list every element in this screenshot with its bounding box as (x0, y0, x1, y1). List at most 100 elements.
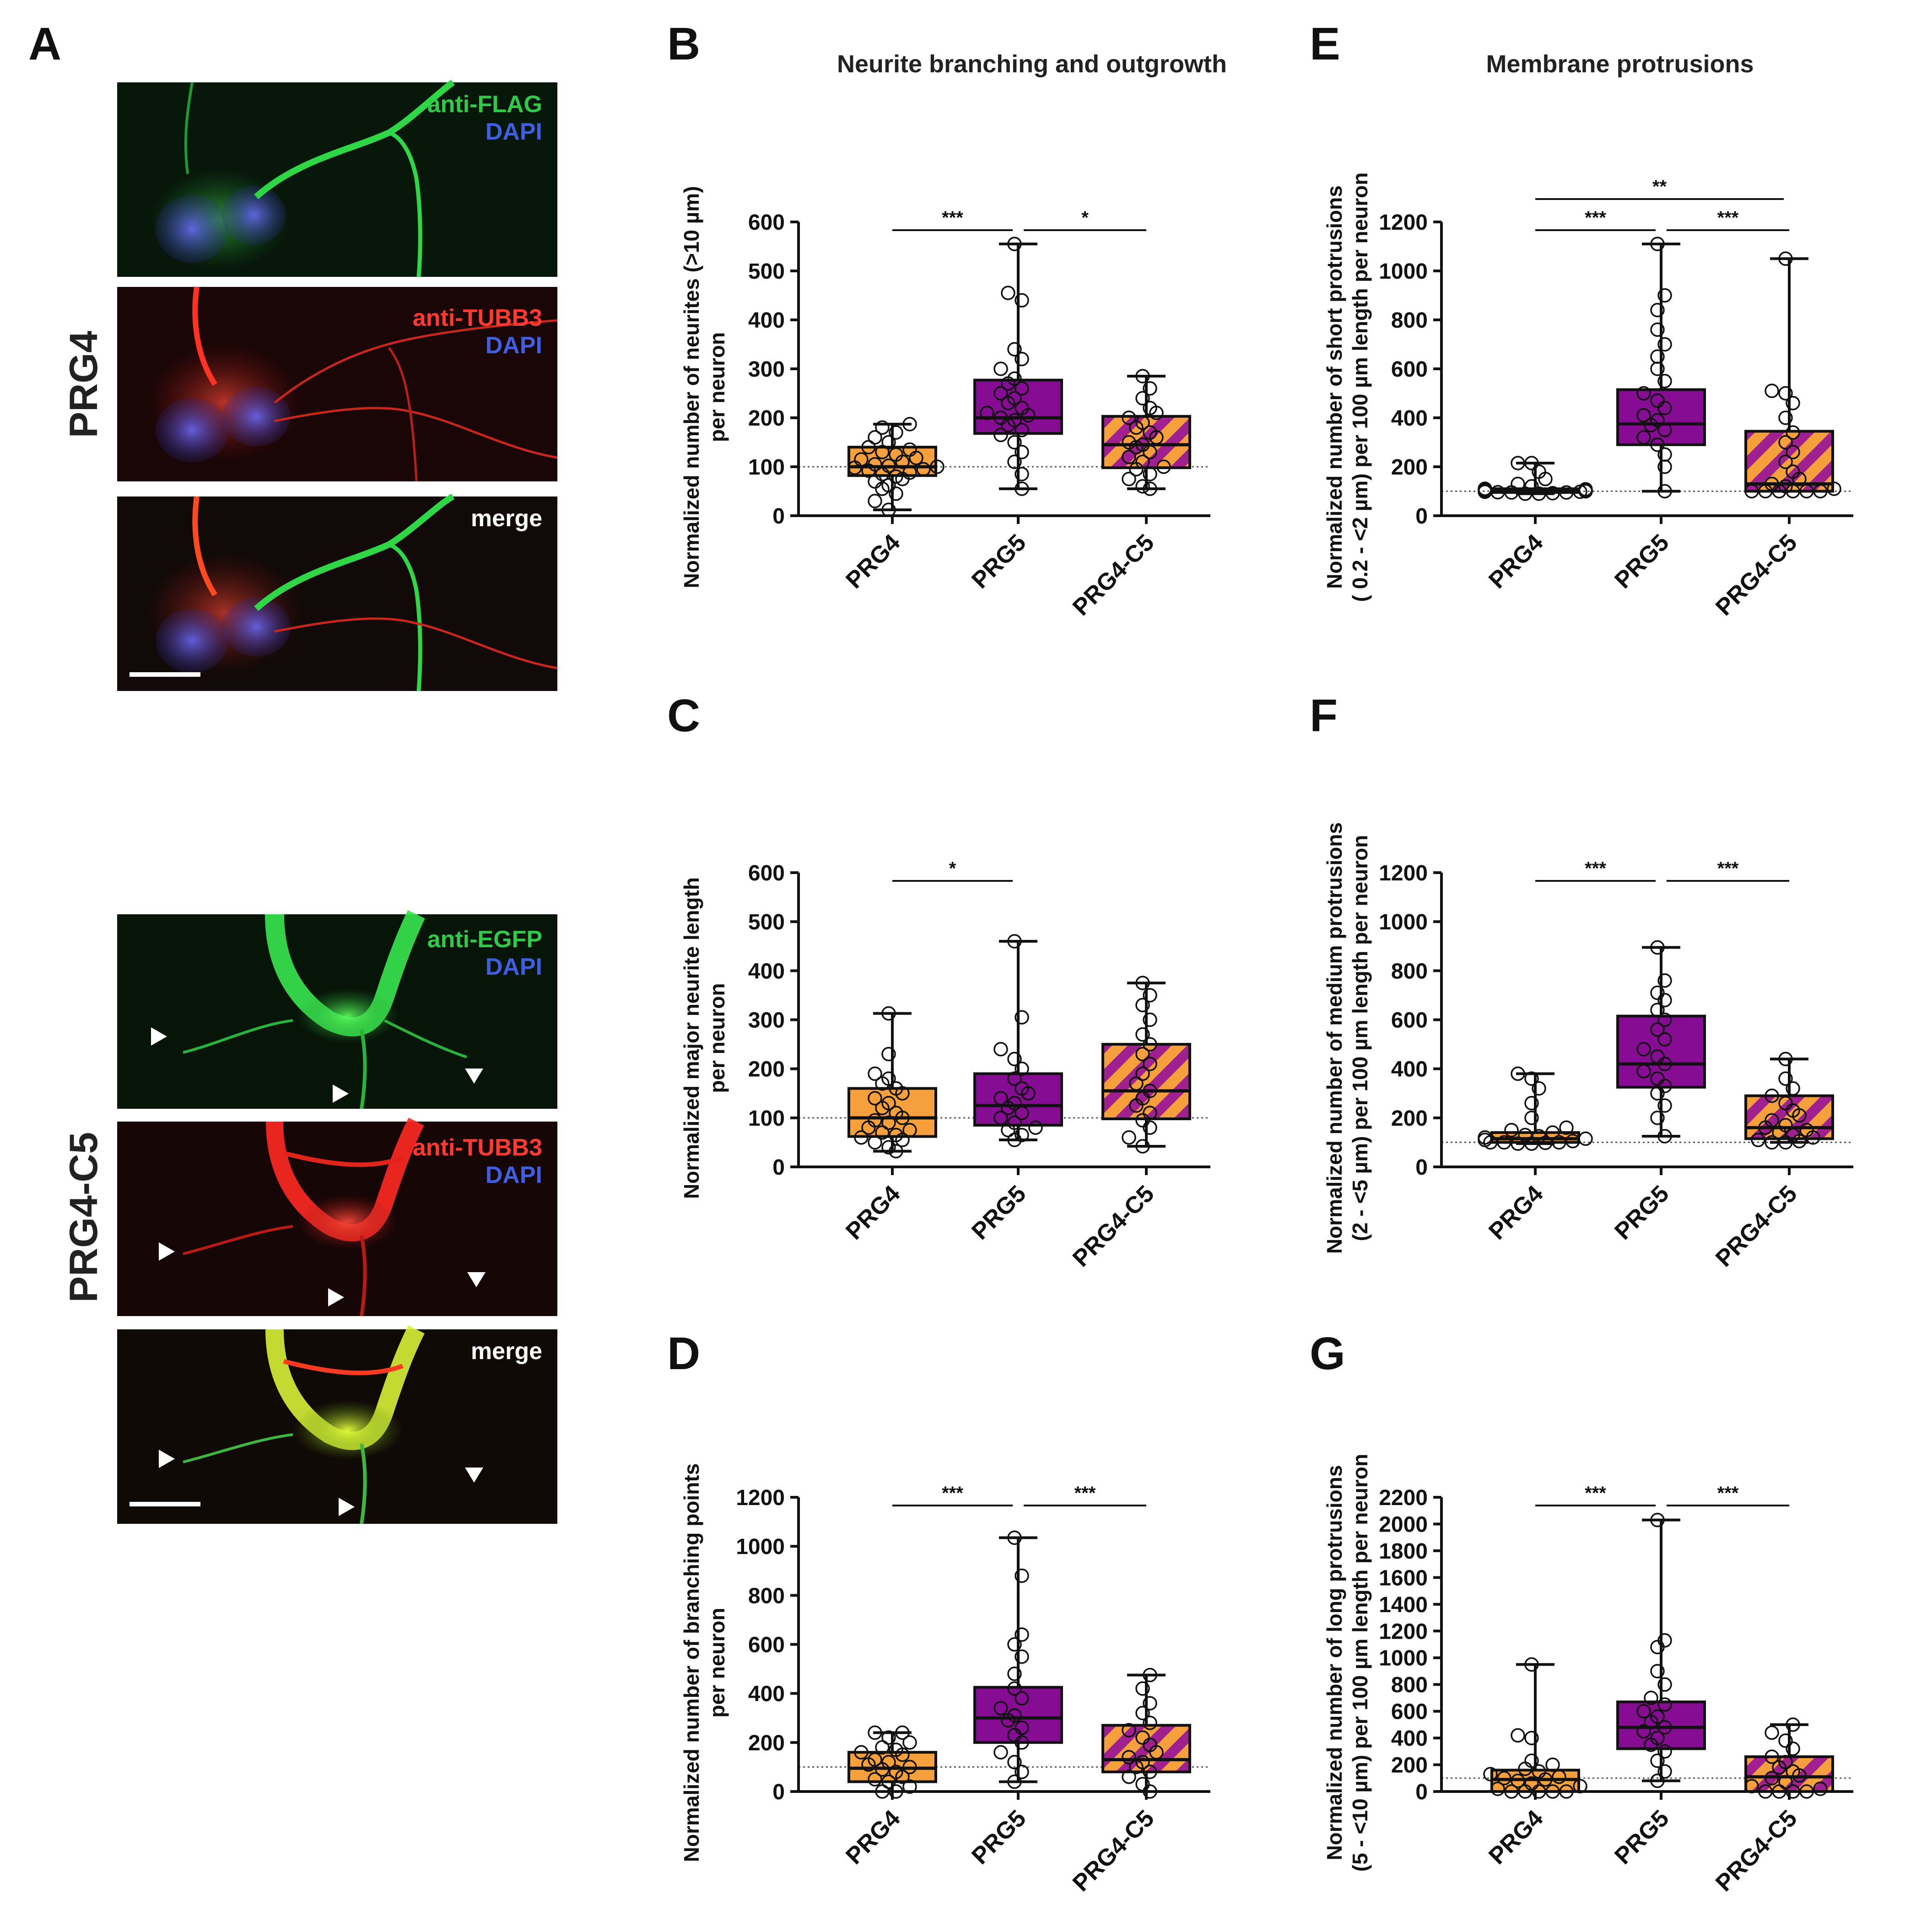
data-point (1657, 484, 1672, 499)
arrowhead-icon (465, 1069, 483, 1084)
data-point (1778, 479, 1793, 494)
data-point (1143, 1668, 1157, 1683)
data-point (1007, 454, 1022, 470)
x-category-label: PRG4-C5 (1068, 1180, 1159, 1272)
significance-label: ** (1652, 177, 1667, 197)
data-point (1135, 1730, 1150, 1745)
data-point (1007, 413, 1022, 428)
data-point (1636, 430, 1651, 445)
y-tick-label: 800 (1391, 1673, 1428, 1697)
data-point (1122, 449, 1136, 464)
data-point (1007, 1071, 1022, 1086)
box-prg4-c5 (1101, 415, 1191, 470)
x-category-label: PRG5 (1609, 1805, 1674, 1869)
data-point (902, 1779, 917, 1794)
y-tick-label: 1000 (1379, 259, 1428, 284)
data-point (1657, 1633, 1672, 1648)
micrograph-tile-egfp: anti-EGFP DAPI (117, 910, 557, 1109)
data-point (868, 1066, 882, 1081)
data-point (1657, 1012, 1672, 1027)
data-point (1135, 437, 1150, 452)
tile4-label-2: DAPI (486, 954, 542, 980)
chart-short-protrusions: 0 200 400 600 800 1000 1200 PRG4 PRG5 PRG4-C5 Norm… (1322, 173, 1853, 621)
x-category-label: PRG4 (1484, 529, 1548, 594)
data-point (930, 459, 945, 474)
data-point (1007, 1133, 1022, 1147)
arrowhead-icon (328, 1288, 344, 1306)
data-point (1122, 410, 1136, 425)
data-point (854, 452, 869, 467)
significance-label: *** (942, 1483, 963, 1503)
chart-branching-points: 0 200 400 600 800 1000 1200 PRG4 PRG5 PRG4-C5 Norm… (680, 1463, 1210, 1897)
data-point (1135, 1066, 1150, 1081)
data-point (1657, 1677, 1672, 1692)
data-point (1007, 371, 1022, 386)
data-point (854, 1130, 869, 1145)
y-axis-label: Normalized number of branching pointsper… (680, 1463, 729, 1862)
y-tick-label: 400 (748, 308, 785, 333)
panel-letter-c: C (667, 690, 700, 741)
x-category-label: PRG4-C5 (1068, 529, 1159, 621)
x-category-label: PRG5 (966, 1805, 1031, 1869)
data-point (1135, 391, 1150, 405)
data-point (1778, 251, 1793, 266)
data-point (1007, 1096, 1022, 1111)
data-point (1786, 1741, 1800, 1756)
data-point (1578, 482, 1593, 496)
data-point (993, 1091, 1008, 1106)
arrowhead-icon (151, 1027, 167, 1046)
data-point (1657, 993, 1672, 1008)
data-point (1007, 1637, 1022, 1652)
x-category-label: PRG5 (1609, 1180, 1674, 1245)
data-point (1007, 1052, 1022, 1066)
data-point (1813, 484, 1828, 499)
x-category-label: PRG4 (841, 529, 905, 594)
data-point (1007, 1754, 1022, 1770)
data-point (1524, 1731, 1539, 1745)
panel-letter-f: F (1310, 690, 1338, 741)
data-point (1007, 435, 1022, 450)
arrowhead-icon (465, 1468, 483, 1483)
data-point (1518, 1128, 1533, 1143)
data-point (889, 425, 903, 440)
data-point (1015, 1765, 1029, 1779)
data-point (881, 459, 896, 473)
data-point (1135, 415, 1150, 430)
data-point (1122, 472, 1136, 486)
data-point (889, 447, 903, 462)
data-point (1650, 1512, 1665, 1527)
data-point (889, 469, 903, 484)
data-point (1765, 1725, 1779, 1740)
data-point (868, 474, 882, 489)
data-point (889, 1765, 903, 1779)
y-tick-label: 200 (1391, 1106, 1428, 1131)
data-point (1657, 1697, 1672, 1712)
y-tick-label: 200 (748, 406, 785, 431)
y-tick-label: 100 (748, 1106, 785, 1131)
data-point (1490, 1781, 1505, 1796)
data-point (1511, 456, 1525, 470)
data-point (1545, 486, 1560, 501)
data-point (1532, 1764, 1546, 1779)
data-point (881, 1115, 896, 1130)
data-point (889, 486, 903, 501)
data-point (1143, 467, 1157, 481)
data-point (1524, 479, 1539, 494)
data-point (1511, 1773, 1525, 1788)
data-point (1015, 1106, 1029, 1120)
data-point (902, 465, 917, 480)
data-point (1657, 288, 1672, 303)
data-point (1135, 1705, 1150, 1721)
data-point (1786, 464, 1800, 479)
data-point (1765, 1113, 1779, 1128)
data-point (868, 1725, 882, 1740)
y-axis-label: Normalized number of long protrusions(5 … (1322, 1454, 1372, 1872)
data-point (1497, 1771, 1511, 1786)
data-point (1778, 1135, 1793, 1150)
data-point (993, 427, 1008, 443)
data-point (881, 1754, 896, 1770)
data-point (868, 1752, 882, 1767)
significance-label: *** (1717, 208, 1739, 228)
micrograph-tile-flag: anti-FLAG DAPI (117, 80, 557, 277)
data-point (1657, 1720, 1672, 1735)
